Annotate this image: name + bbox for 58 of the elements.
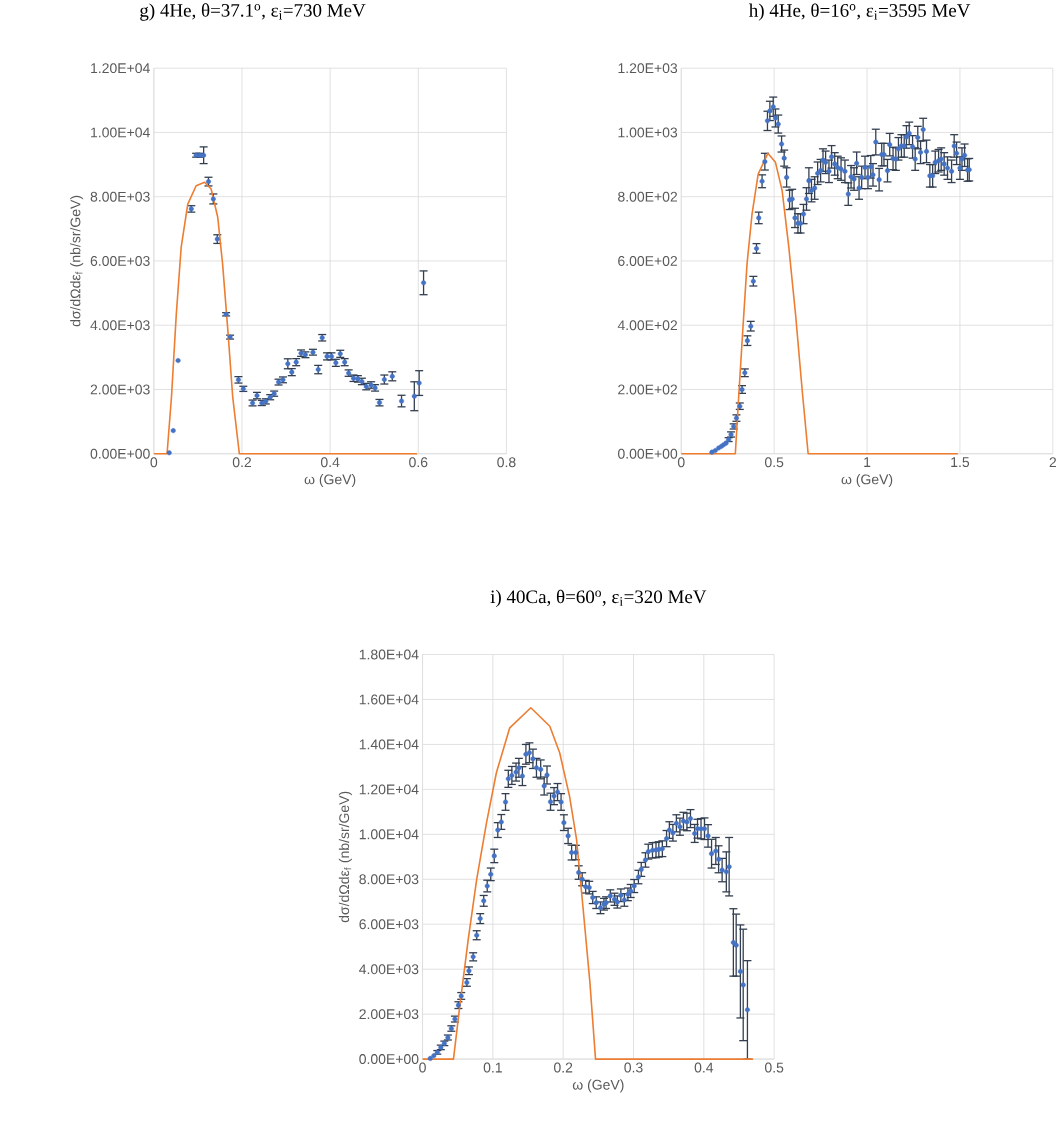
- x-tick-label: 0: [150, 457, 158, 468]
- y-tick-label: 1.60E+04: [359, 694, 419, 705]
- y-tick-label: 0.00E+00: [359, 1054, 419, 1065]
- y-tick-label: 2.00E+03: [90, 384, 150, 395]
- y-tick-label: 1.40E+04: [359, 739, 419, 750]
- x-tick-label: 0.2: [554, 1062, 573, 1073]
- y-tick-label: 6.00E+03: [359, 919, 419, 930]
- point: [170, 428, 176, 434]
- y-tick-label: 1.00E+04: [91, 127, 150, 138]
- x-tick-label: 0.2: [232, 457, 252, 468]
- y-tick-label: 8.00E+03: [359, 874, 419, 885]
- y-tick-label: 4.00E+02: [617, 320, 678, 331]
- x-tick-label: 0.8: [497, 457, 516, 468]
- y-tick-label: 1.00E+04: [359, 829, 419, 840]
- x-tick-label: 0.6: [409, 457, 428, 468]
- y-tick-label: 0.00E+00: [90, 448, 150, 459]
- y-tick-label: 4.00E+03: [90, 320, 150, 331]
- x-tick-label: 0.1: [483, 1062, 502, 1073]
- y-tick-label: 1.00E+03: [618, 127, 678, 138]
- line-series: [680, 152, 959, 455]
- point: [399, 398, 405, 404]
- y-tick-label: 8.00E+02: [618, 191, 678, 202]
- y-tick-label: 6.00E+02: [618, 256, 678, 266]
- y-axis-title: dσ/dΩdε$_{f}$ (nb/sr/GeV): [70, 195, 84, 327]
- y-axis-title: dσ/dΩdε$_{f}$ (nb/sr/GeV): [338, 791, 352, 923]
- y-tick-label: 1.20E+03: [618, 63, 678, 74]
- y-tick-label: 2.00E+02: [618, 384, 678, 395]
- x-axis-title: ω (GeV): [572, 1079, 624, 1093]
- chart-title: i) 40Ca, θ=60$^{o}$, ε$_{i}$=320 MeV: [490, 589, 707, 608]
- x-axis-title: ω (GeV): [841, 474, 893, 488]
- x-tick-label: 2: [1049, 457, 1057, 468]
- x-tick-label: 0: [677, 457, 685, 468]
- chart-title: h) 4He, θ=16$^{o}$, ε$_{i}$=3595 MeV: [749, 3, 971, 21]
- y-tick-label: 4.00E+03: [359, 964, 419, 975]
- point: [411, 393, 417, 399]
- x-tick-label: 0.4: [321, 457, 340, 468]
- y-tick-label: 1.20E+04: [91, 63, 150, 74]
- x-axis-title: ω (GeV): [304, 474, 356, 488]
- x-tick-label: 1: [864, 457, 871, 467]
- x-tick-label: 0.5: [765, 1062, 784, 1073]
- x-tick-label: 0: [419, 1062, 426, 1073]
- x-tick-label: 0.5: [765, 457, 784, 468]
- x-tick-label: 0.3: [624, 1062, 643, 1073]
- point: [421, 280, 427, 286]
- x-tick-label: 1.5: [951, 457, 970, 468]
- point: [166, 450, 172, 456]
- point: [175, 358, 181, 364]
- y-tick-label: 2.00E+03: [359, 1009, 419, 1020]
- point: [201, 152, 207, 158]
- x-tick-label: 0.4: [694, 1062, 714, 1073]
- chart-title: g) 4He, θ=37.1$^{o}$, ε$_{i}$=730 MeV: [140, 3, 366, 21]
- y-tick-label: 1.20E+04: [359, 784, 419, 795]
- y-tick-label: 1.80E+04: [359, 649, 419, 660]
- y-tick-label: 0.00E+00: [618, 448, 678, 459]
- y-tick-label: 6.00E+03: [90, 256, 150, 266]
- point: [416, 380, 422, 386]
- y-tick-label: 8.00E+03: [90, 191, 150, 202]
- line-series: [421, 706, 754, 1060]
